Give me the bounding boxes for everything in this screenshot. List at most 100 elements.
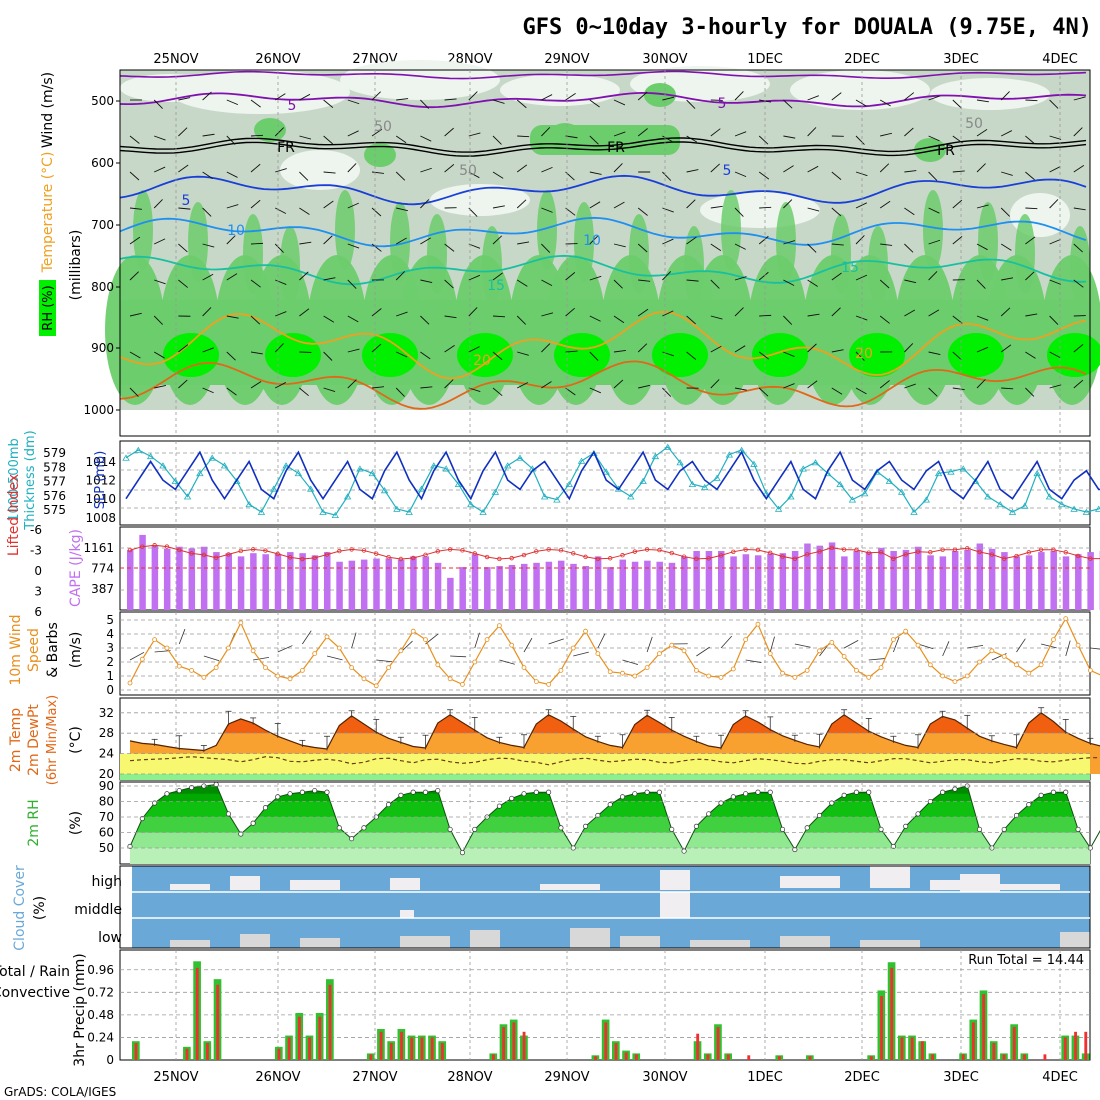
lifted-tick: -6 (30, 523, 42, 537)
wind-barb (275, 279, 287, 285)
lifted-point (891, 556, 896, 561)
low-cloud-cover (860, 940, 920, 948)
wind-barb (662, 310, 674, 317)
wind-barb (129, 351, 141, 359)
wind-speed-point (706, 673, 712, 679)
cape-bar (324, 552, 331, 610)
wind-barb (371, 171, 384, 174)
wind-barb (154, 166, 166, 173)
thickness-point (1058, 500, 1066, 508)
wind-speed-point (1051, 637, 1056, 642)
wind-barb (323, 200, 334, 209)
below-surface (120, 410, 1090, 436)
wind-barb (928, 351, 941, 355)
wind-barb (855, 235, 865, 245)
rh-point (1001, 826, 1007, 832)
day-label-top: 4DEC (1042, 52, 1078, 67)
thickness-point (934, 469, 943, 477)
wind-axis-label: (m/s) (68, 632, 84, 669)
wind-barb (928, 271, 938, 281)
thickness-point (220, 462, 229, 469)
rh-point (816, 812, 823, 819)
wind-speed-point (238, 620, 244, 626)
wind-barb (202, 91, 212, 101)
wind-barb (226, 387, 237, 396)
wind-barb (420, 386, 433, 389)
precip-tick: 0.24 (87, 1030, 114, 1044)
temperature-hot-fill (130, 712, 1090, 734)
wind-barb (589, 201, 601, 209)
wind-barb (323, 99, 334, 108)
thickness-point (947, 468, 955, 475)
wind-barb (589, 135, 599, 145)
wind-barb (662, 271, 672, 281)
rh-point (336, 825, 342, 831)
rh-point (189, 784, 195, 791)
rh-point (386, 802, 392, 808)
wind-barb (734, 307, 744, 317)
wind-barb (637, 91, 648, 101)
high-cloud-cover (290, 880, 340, 890)
wind-barb (154, 135, 166, 141)
wind-barb (347, 279, 357, 289)
cape-bar (718, 551, 725, 610)
wind-frame (119, 611, 1091, 696)
day-label-bottom: 29NOV (544, 1070, 589, 1085)
middle-cloud-cover (660, 892, 690, 918)
wind-barb (516, 99, 527, 109)
wind-barb (783, 135, 796, 139)
rh-point (656, 789, 662, 795)
wind-speed-point (977, 659, 982, 665)
wind-barb (178, 207, 191, 210)
thickness-point (799, 465, 807, 472)
rh-point (250, 820, 256, 826)
moist-column (280, 226, 300, 306)
thickness-point (861, 490, 869, 497)
wind-barb (444, 98, 457, 101)
thickness-tick: 575 (43, 503, 66, 517)
wind-barb (710, 315, 723, 320)
wind-barb (371, 308, 382, 317)
wind-barb (686, 99, 696, 109)
wind-barb (928, 239, 941, 245)
wind-barb (468, 346, 480, 353)
wind-barb (492, 171, 504, 179)
cape-tick: 387 (91, 582, 114, 596)
wind-barb (807, 313, 820, 317)
wind-barb (613, 350, 626, 353)
wind-speed-point (398, 648, 404, 654)
convective-precip-bar (972, 1022, 975, 1060)
cape-bar (287, 552, 294, 610)
contour-temp-20 (119, 311, 1087, 380)
temp-axis-label: 2m Temp (8, 708, 24, 772)
wind-barb (1073, 96, 1086, 101)
thickness-point (380, 487, 389, 494)
surface-wind-barb (129, 651, 145, 661)
wind-barb (1001, 171, 1013, 176)
wind-barb (275, 311, 287, 317)
contour-label: 5 (182, 193, 191, 209)
wind-speed-point (767, 651, 773, 656)
wind-barb (613, 131, 626, 137)
wind-barb (274, 207, 287, 214)
wind-barb (420, 99, 430, 109)
contour-label: 20 (473, 353, 491, 369)
day-label-bottom: 4DEC (1042, 1070, 1078, 1085)
convective-precip-bar (961, 1054, 965, 1060)
wind-barb (202, 171, 213, 179)
convective-precip-bar (614, 1043, 618, 1060)
thickness-point (984, 493, 992, 500)
cape-bar (681, 556, 688, 610)
surface-wind-barb (277, 645, 293, 653)
wind-speed-point (890, 637, 896, 642)
wind-axis-label: Speed (26, 628, 42, 672)
wind-speed-point (607, 669, 613, 675)
surface-wind-barb (597, 633, 606, 649)
wind-barb (468, 307, 478, 317)
wind-barb (323, 387, 336, 393)
convective-precip-bar (379, 1031, 383, 1060)
wind-barb (202, 307, 212, 317)
wind-barb (1073, 344, 1084, 353)
wind-tick: 1 (106, 669, 114, 683)
